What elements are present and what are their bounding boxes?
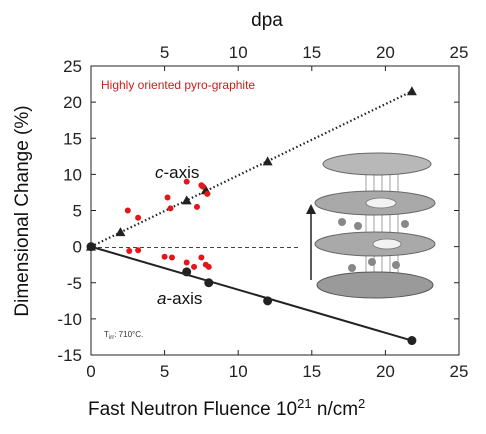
vacancy-hole bbox=[365, 197, 397, 209]
x-tick-label: 25 bbox=[450, 362, 469, 381]
data-point-triangle bbox=[181, 195, 192, 205]
temperature-annotation: Tirr: 710°C. bbox=[104, 330, 143, 341]
x-tick-label: 0 bbox=[86, 362, 95, 381]
temperature-annotation-subscript: irr bbox=[109, 335, 114, 341]
data-point bbox=[263, 296, 273, 306]
data-point bbox=[182, 267, 192, 277]
data-point bbox=[126, 247, 133, 254]
x-axis-title-main: Fast Neutron Fluence 10 bbox=[88, 399, 297, 420]
data-point bbox=[183, 259, 190, 266]
data-point-triangle bbox=[262, 156, 273, 166]
series-line bbox=[90, 90, 413, 248]
x2-tick-label: 20 bbox=[376, 43, 395, 62]
a-axis-annotation-letter: a bbox=[157, 289, 166, 308]
data-point bbox=[135, 214, 142, 221]
x-tick-label: 20 bbox=[376, 362, 395, 381]
temperature-annotation-value: : 710°C. bbox=[114, 330, 143, 339]
y-tick-label: -10 bbox=[57, 310, 82, 329]
data-point bbox=[198, 254, 205, 261]
series-lines bbox=[90, 90, 413, 342]
data-point bbox=[167, 205, 174, 212]
interstitial-atom bbox=[338, 218, 346, 226]
material-annotation: Highly oriented pyro-graphite bbox=[101, 78, 255, 92]
interstitial-atom bbox=[348, 264, 356, 272]
data-point bbox=[86, 242, 96, 252]
x-tick-label: 5 bbox=[160, 362, 169, 381]
x-tick-label: 15 bbox=[302, 362, 321, 381]
c-axis-annotation-letter: c bbox=[155, 163, 164, 182]
y-tick-label: 20 bbox=[63, 93, 82, 112]
x2-tick-label: 15 bbox=[302, 43, 321, 62]
data-point bbox=[205, 263, 212, 270]
y-tick-label: 10 bbox=[63, 165, 82, 184]
x-axis-title-exponent: 21 bbox=[297, 396, 311, 411]
x2-tick-label: 10 bbox=[229, 43, 248, 62]
graphite-structure-illustration bbox=[306, 152, 436, 299]
y-axis-title: Dimensional Change (%) bbox=[12, 105, 33, 316]
x-axis-title: Fast Neutron Fluence 1021 n/cm2 bbox=[88, 396, 365, 420]
graphene-layer bbox=[322, 152, 432, 176]
data-point bbox=[124, 207, 131, 214]
x2-axis-title: dpa bbox=[251, 10, 283, 31]
series-marks bbox=[86, 86, 417, 346]
y-tick-label: 0 bbox=[73, 238, 82, 257]
interstitial-atom bbox=[392, 261, 400, 269]
x2-tick-label: 25 bbox=[450, 43, 469, 62]
x-axis-title-unit-exponent: 2 bbox=[358, 396, 365, 411]
interstitial-atom bbox=[401, 220, 409, 228]
y-tick-label: -15 bbox=[57, 346, 82, 365]
x-axis-title-unit: n/cm bbox=[312, 399, 358, 420]
axis-ticks: 0 5 10 15 20 25 5 10 15 20 25 -15 -10 -5 0 5 10 15 20 25 bbox=[57, 43, 468, 381]
series-line bbox=[90, 245, 413, 342]
data-point bbox=[193, 203, 200, 210]
vacancy-hole bbox=[372, 238, 402, 250]
data-point bbox=[191, 263, 198, 270]
c-axis-annotation-suffix: -axis bbox=[164, 163, 200, 182]
c-axis-annotation: c-axis bbox=[155, 163, 199, 182]
y-tick-label: -5 bbox=[67, 274, 82, 293]
data-point bbox=[198, 182, 205, 189]
a-axis-annotation-suffix: -axis bbox=[166, 289, 202, 308]
interstitial-atom bbox=[368, 258, 376, 266]
data-point bbox=[204, 278, 214, 288]
y-tick-label: 5 bbox=[73, 202, 82, 221]
y-tick-label: 25 bbox=[63, 57, 82, 76]
y-tick-label: 15 bbox=[63, 129, 82, 148]
data-point bbox=[135, 247, 142, 254]
data-point bbox=[164, 194, 171, 201]
data-point-triangle bbox=[406, 86, 417, 96]
data-point bbox=[204, 190, 211, 197]
data-point-triangle bbox=[115, 227, 126, 237]
data-point bbox=[407, 336, 417, 346]
c-direction-arrow-head bbox=[306, 204, 316, 214]
data-point bbox=[168, 254, 175, 261]
data-point bbox=[161, 253, 168, 260]
x-tick-label: 10 bbox=[229, 362, 248, 381]
graphene-layer bbox=[316, 271, 434, 299]
x2-tick-label: 5 bbox=[160, 43, 169, 62]
interstitial-atom bbox=[354, 222, 362, 230]
data-point bbox=[183, 178, 190, 185]
a-axis-annotation: a-axis bbox=[157, 289, 202, 308]
